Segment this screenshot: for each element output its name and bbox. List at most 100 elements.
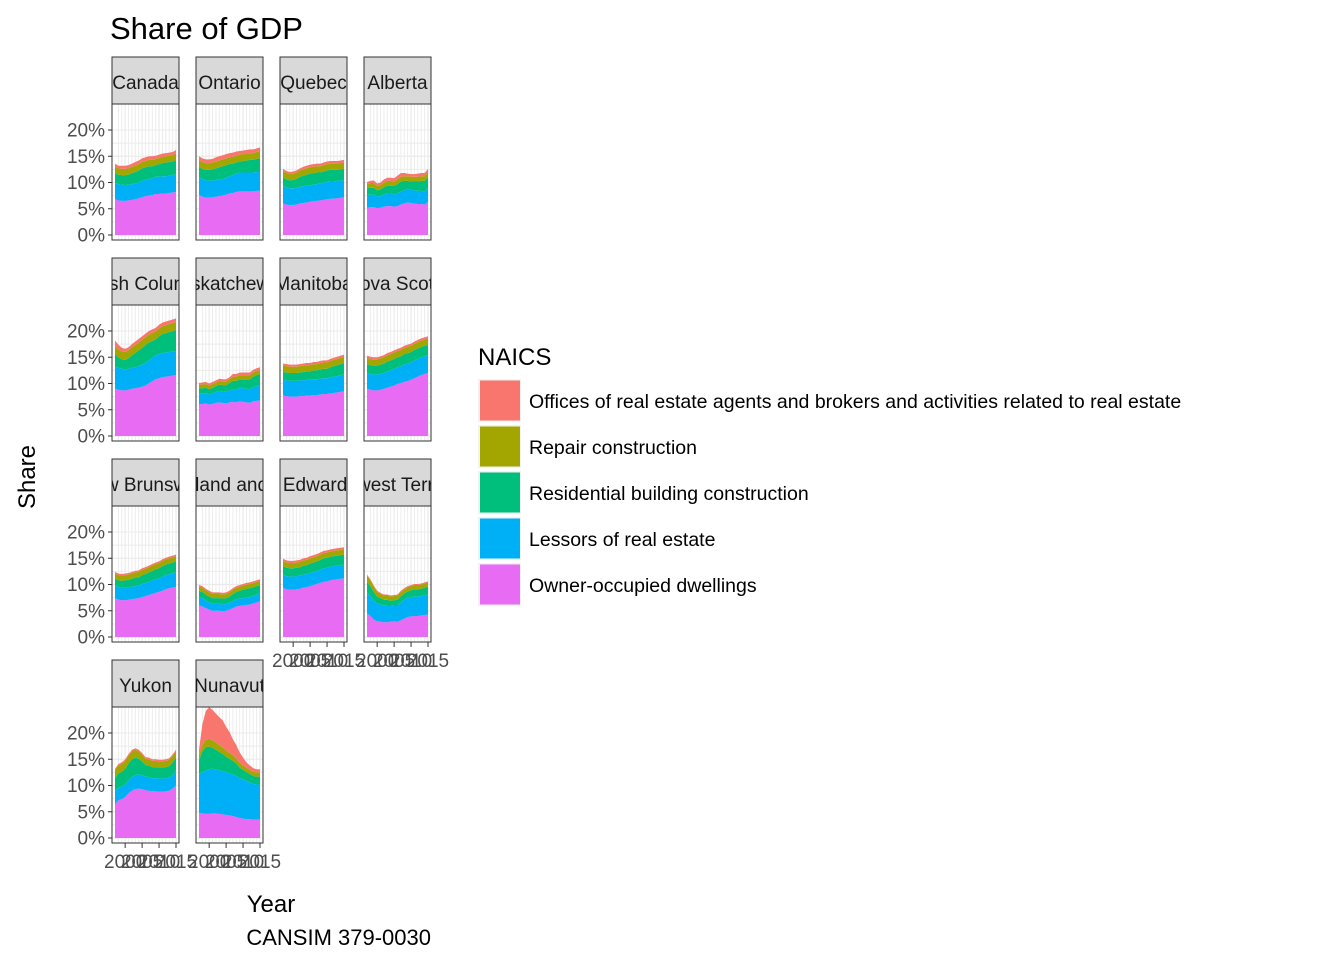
facet-strip-label: Prince Edward Island <box>224 475 404 496</box>
panel-border <box>195 706 264 844</box>
area-series <box>115 322 176 360</box>
area-series <box>115 587 176 637</box>
facet-strip-label: Yukon <box>119 676 172 697</box>
facet-strip-label: Canada <box>112 73 179 94</box>
area-series <box>199 601 260 637</box>
chart-caption: CANSIM 379-0030 <box>246 925 431 950</box>
legend-swatch <box>480 564 520 605</box>
facet-strip <box>111 458 180 507</box>
area-series <box>367 581 428 607</box>
area-series <box>367 355 428 391</box>
y-tick-label: 10% <box>67 776 105 797</box>
legend-label: Lessors of real estate <box>529 529 715 551</box>
area-series <box>199 151 260 170</box>
x-tick-label: 2005 <box>373 651 415 672</box>
area-series <box>199 369 260 390</box>
area-series <box>367 336 428 360</box>
facet-panel: Ontario <box>195 56 264 241</box>
area-series <box>115 556 176 581</box>
y-tick-label: 5% <box>78 802 106 823</box>
area-series <box>115 757 176 792</box>
facet-strip <box>363 257 432 306</box>
facet-panel: Nova Scotia <box>363 257 432 442</box>
facet-strip <box>279 257 348 306</box>
area-series <box>283 354 344 367</box>
area-series <box>115 749 176 779</box>
area-series <box>367 172 428 191</box>
y-tick-label: 0% <box>78 226 106 247</box>
area-series <box>367 176 428 197</box>
area-series <box>199 746 260 785</box>
facet-strip-label: Nunavut <box>194 676 265 697</box>
facet-strip-label: Manitoba <box>274 274 353 295</box>
panel-border <box>363 304 432 442</box>
area-series <box>367 373 428 436</box>
facet-panels: Canada 0% 5% 10% 15% 20% Ontario Quebec Alberta B… <box>67 56 485 873</box>
area-series <box>115 770 176 805</box>
y-tick-label: 0% <box>78 628 106 649</box>
panel-border <box>195 505 264 643</box>
facet-strip <box>195 257 264 306</box>
area-series <box>283 549 344 569</box>
panel-border <box>111 304 180 442</box>
y-tick-label: 5% <box>78 199 106 220</box>
legend-swatch <box>480 426 520 467</box>
legend-item: Residential building construction <box>478 471 809 514</box>
area-series <box>283 554 344 577</box>
facet-strip-label: Northwest Territories <box>311 475 485 496</box>
y-tick-label: 15% <box>67 348 105 369</box>
facet-strip <box>195 659 264 708</box>
area-series <box>199 579 260 595</box>
area-series <box>283 356 344 373</box>
area-series <box>283 547 344 563</box>
legend-title: NAICS <box>478 344 551 371</box>
y-tick-label: 15% <box>67 147 105 168</box>
area-series <box>283 391 344 436</box>
facet-panel: Manitoba <box>274 257 353 442</box>
facet-strip-label: New Brunswick <box>81 475 211 496</box>
x-tick-label: 2005 <box>289 651 331 672</box>
x-tick-label: 2000 <box>104 852 146 873</box>
area-series <box>367 168 428 187</box>
area-series <box>283 564 344 590</box>
area-series <box>199 400 260 436</box>
area-series <box>283 197 344 235</box>
facet-strip-label: Ontario <box>198 73 260 94</box>
area-series <box>367 575 428 601</box>
y-axis-title: Share <box>14 445 41 509</box>
legend-swatch <box>480 380 520 421</box>
area-series <box>199 707 260 773</box>
y-tick-label: 0% <box>78 829 106 850</box>
y-tick-label: 10% <box>67 374 105 395</box>
panel-border <box>111 505 180 643</box>
area-series <box>199 385 260 405</box>
area-series <box>115 174 176 201</box>
area-series <box>199 158 260 181</box>
facet-strip <box>111 56 180 105</box>
area-series <box>367 338 428 366</box>
area-series <box>199 768 260 820</box>
x-tick-label: 2005 <box>205 852 247 873</box>
area-series <box>115 375 176 436</box>
panel-border <box>195 103 264 241</box>
x-tick-label: 2015 <box>155 852 197 873</box>
legend-swatch <box>480 518 520 559</box>
facet-strip-label: Alberta <box>367 73 428 94</box>
x-tick-label: 2015 <box>407 651 449 672</box>
x-tick-label: 2005 <box>121 852 163 873</box>
area-series <box>283 363 344 381</box>
area-series <box>367 201 428 235</box>
facet-panel: Newfoundland and Labrador <box>195 458 264 643</box>
area-series <box>199 738 260 777</box>
area-series <box>115 350 176 391</box>
area-series <box>367 592 428 623</box>
panel-border <box>111 103 180 241</box>
legend-item: Offices of real estate agents and broker… <box>478 379 1181 422</box>
y-tick-label: 5% <box>78 601 106 622</box>
legend-label: Residential building construction <box>529 483 809 505</box>
area-series <box>283 162 344 181</box>
